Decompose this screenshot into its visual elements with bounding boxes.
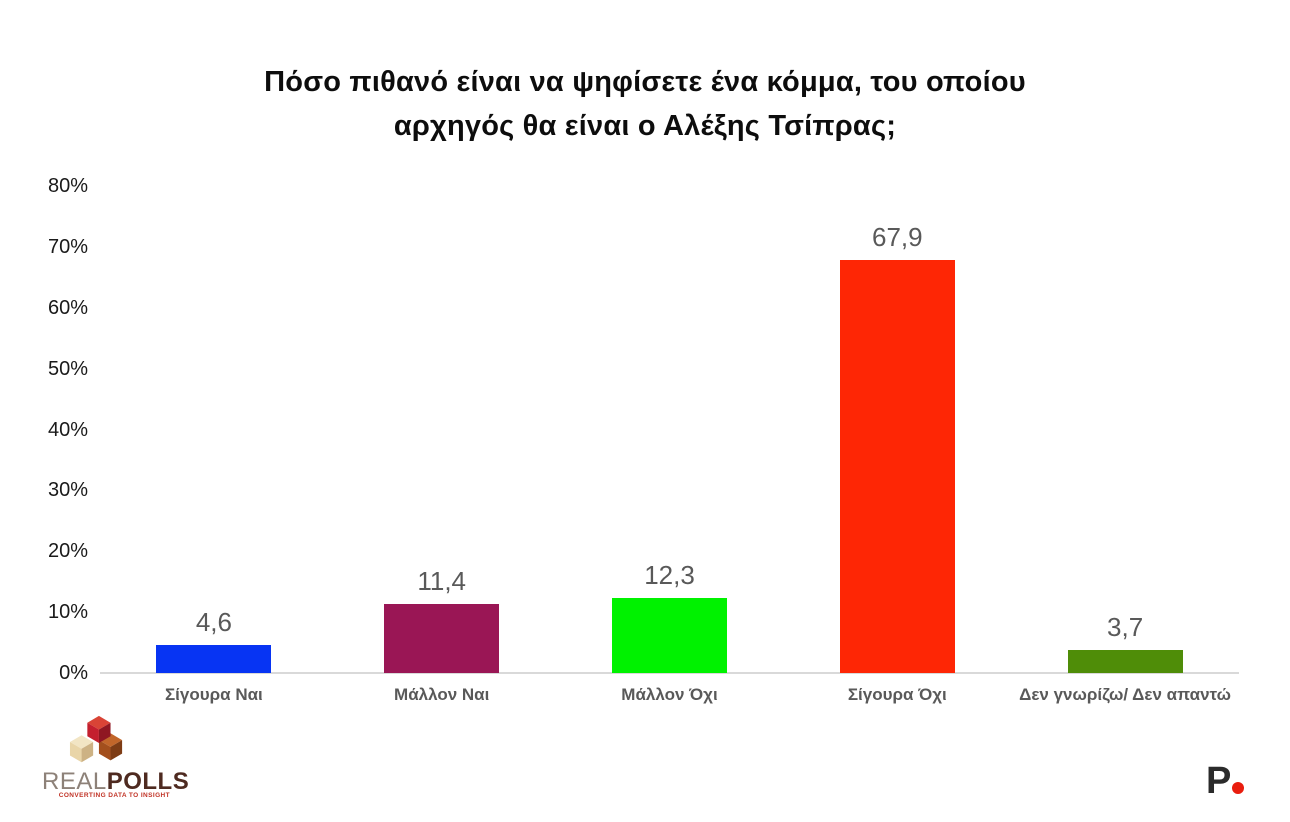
x-axis-category-label: Δεν γνωρίζω/ Δεν απαντώ (1019, 685, 1232, 704)
x-axis-category-label: Σίγουρα Ναι (164, 685, 263, 704)
realpolls-tagline: CONVERTING DATA TO INSIGHT (58, 792, 170, 799)
chart-title-line-1: Πόσο πιθανό είναι να ψηφίσετε ένα κόμμα,… (264, 66, 1026, 98)
bar-value-label: 3,7 (1107, 612, 1144, 643)
chart-title-line-2: αρχηγός θα είναι ο Αλέξης Τσίπρας; (393, 110, 897, 142)
realpolls-wordmark-real: REAL (42, 768, 107, 795)
y-axis-tick-label: 30% (47, 479, 88, 502)
p-logo: P (1206, 762, 1254, 804)
bar-value-label: 67,9 (871, 221, 923, 252)
x-axis-category-label: Μάλλον Ναι (394, 685, 490, 704)
p-logo-red-dot-icon (1232, 782, 1244, 794)
bar-3 (612, 598, 727, 673)
realpolls-cubes-icon (69, 715, 123, 763)
x-axis-category-label: Μάλλον Όχι (621, 685, 718, 704)
bar-1 (156, 644, 272, 673)
p-logo-letter: P (1206, 760, 1232, 802)
bar-value-label: 11,4 (417, 565, 467, 596)
realpolls-logo: REALPOLLS CONVERTING DATA TO INSIGHT (42, 712, 202, 808)
bar-value-label: 12,3 (644, 560, 695, 591)
realpolls-wordmark-polls: POLLS (106, 768, 190, 795)
y-axis-tick-label: 60% (47, 296, 88, 319)
bar-value-label: 4,6 (195, 606, 232, 637)
chart-title: Πόσο πιθανό είναι να ψηφίσετε ένα κόμμα,… (0, 60, 1290, 148)
y-axis-tick-label: 0% (59, 662, 88, 684)
y-axis-tick-label: 20% (47, 540, 88, 563)
bar-2 (384, 603, 500, 673)
y-axis-tick-label: 10% (47, 601, 88, 624)
y-axis-tick-label: 50% (47, 357, 88, 380)
realpolls-wordmark: REALPOLLS (42, 768, 189, 796)
x-axis-category-label: Σίγουρα Όχι (847, 685, 947, 704)
x-axis-line (100, 672, 1239, 674)
y-axis-tick-label: 70% (47, 235, 88, 258)
y-axis-tick-label: 40% (47, 418, 88, 441)
bar-5 (1067, 650, 1183, 673)
y-axis-tick-label: 80% (47, 175, 88, 197)
bar-4 (839, 259, 955, 673)
